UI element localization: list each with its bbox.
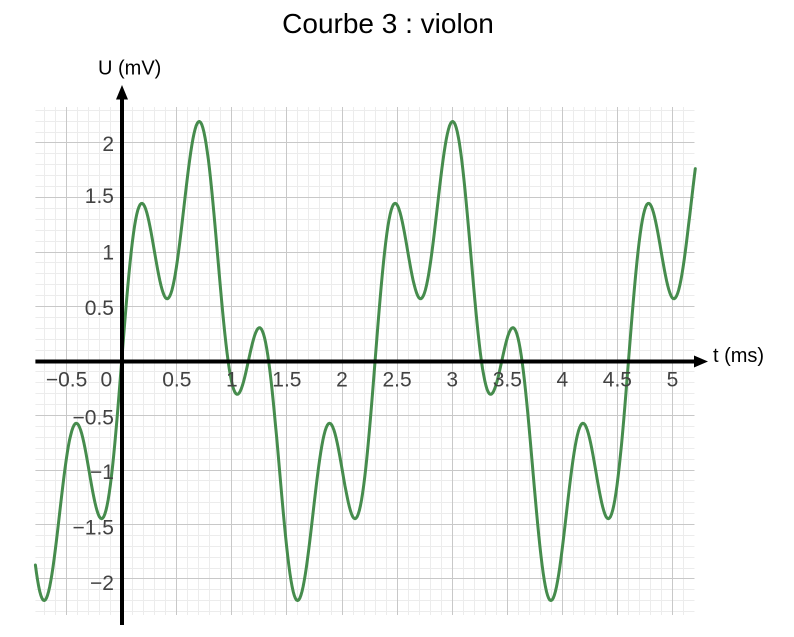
svg-text:0.5: 0.5 [85,297,114,320]
svg-text:3: 3 [446,369,458,392]
svg-text:3.5: 3.5 [493,369,522,392]
svg-text:2: 2 [102,133,114,156]
svg-text:−0.5: −0.5 [46,369,87,392]
svg-text:2.5: 2.5 [382,369,411,392]
svg-text:1: 1 [102,242,114,265]
svg-text:0.5: 0.5 [162,369,191,392]
svg-text:−0.5: −0.5 [73,407,114,430]
svg-text:−1.5: −1.5 [73,517,114,540]
svg-text:4.5: 4.5 [603,369,632,392]
svg-text:−1: −1 [90,461,114,484]
svg-text:1: 1 [226,369,238,392]
svg-text:5: 5 [667,369,679,392]
svg-text:U (mV): U (mV) [98,58,161,80]
svg-text:1.5: 1.5 [272,369,301,392]
svg-text:t (ms): t (ms) [713,345,764,367]
svg-text:Courbe 3 : violon: Courbe 3 : violon [282,8,494,39]
svg-text:2: 2 [336,369,348,392]
svg-text:4: 4 [556,369,568,392]
svg-text:0: 0 [100,369,112,392]
svg-text:−2: −2 [90,572,114,595]
svg-text:1.5: 1.5 [85,185,114,208]
